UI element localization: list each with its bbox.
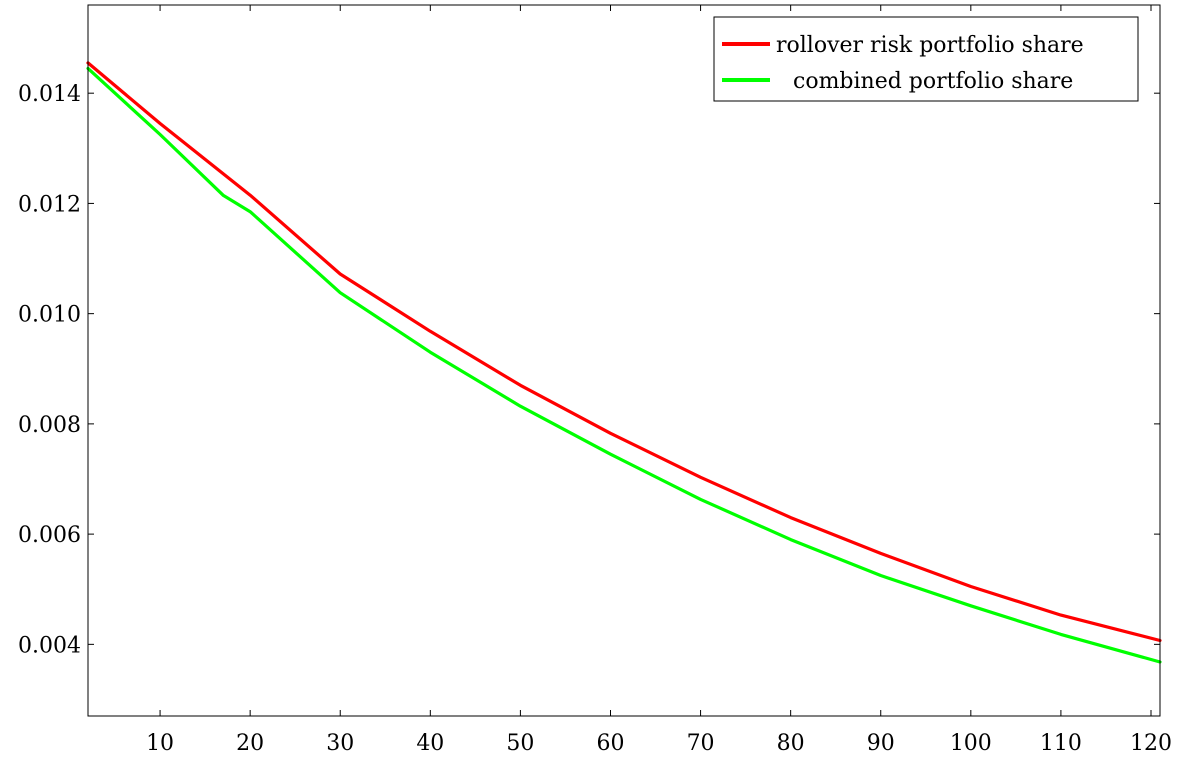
x-tick-labels: 10 20 30 40 50 60 70 80 90 100 110 120: [146, 731, 1172, 756]
x-tick-label: 60: [596, 731, 624, 756]
x-tick-label: 100: [950, 731, 992, 756]
y-tick-label: 0.014: [18, 82, 81, 107]
y-tick-label: 0.004: [18, 633, 81, 658]
x-tick-label: 30: [326, 731, 354, 756]
x-tick-label: 20: [236, 731, 264, 756]
x-tick-label: 120: [1130, 731, 1172, 756]
x-tick-label: 90: [867, 731, 895, 756]
y-tick-label: 0.008: [18, 413, 81, 438]
x-tick-label: 50: [506, 731, 534, 756]
legend-box: [713, 16, 1139, 102]
y-tick-label: 0.006: [18, 523, 81, 548]
series-line-combined: [86, 66, 1162, 664]
x-tick-label: 70: [687, 731, 715, 756]
legend-label-rollover: rollover risk portfolio share: [776, 33, 1084, 58]
x-tick-label: 80: [777, 731, 805, 756]
legend-label-combined: combined portfolio share: [793, 69, 1073, 94]
x-tick-label: 110: [1040, 731, 1082, 756]
x-tick-label: 40: [416, 731, 444, 756]
legend: rollover risk portfolio share combined p…: [713, 16, 1139, 102]
plot-frame: [87, 4, 1161, 717]
series-layer: [86, 61, 1162, 664]
series-line-rollover: [86, 61, 1162, 643]
y-tick-labels: 0.004 0.006 0.008 0.010 0.012 0.014: [18, 82, 81, 658]
ticks-layer: [88, 5, 1160, 716]
y-tick-label: 0.012: [18, 192, 81, 217]
x-tick-label: 10: [146, 731, 174, 756]
y-tick-label: 0.010: [18, 303, 81, 328]
